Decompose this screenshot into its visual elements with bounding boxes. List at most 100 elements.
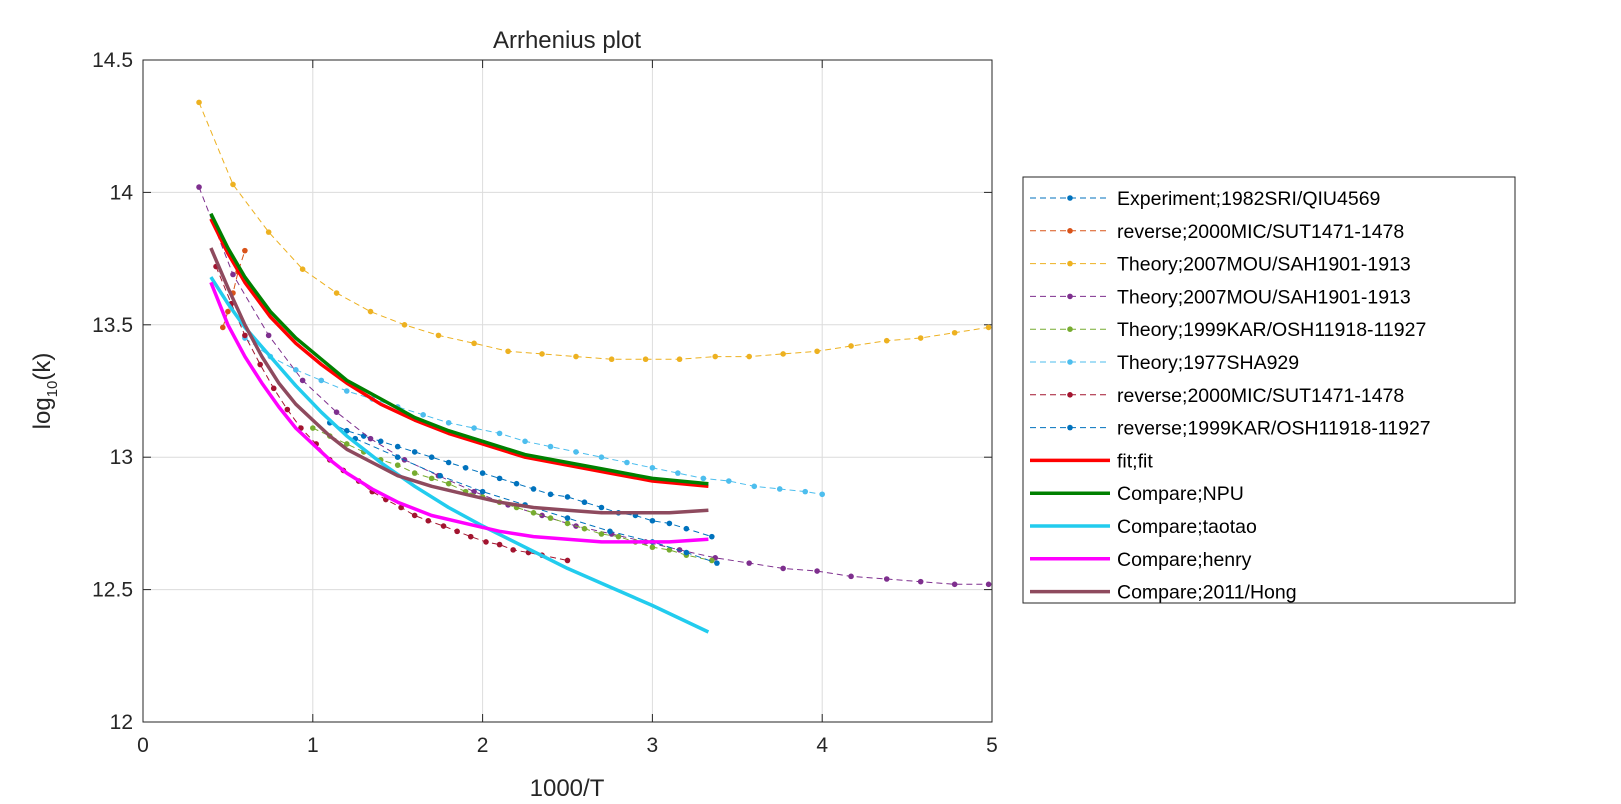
legend-label: Theory;2007MOU/SAH1901-1913 xyxy=(1117,254,1411,276)
data-point xyxy=(257,361,263,368)
series-3 xyxy=(196,99,992,363)
data-point xyxy=(220,324,226,331)
data-point xyxy=(951,329,958,336)
data-point xyxy=(712,353,719,360)
data-point xyxy=(462,464,469,471)
data-point xyxy=(333,409,340,415)
legend-marker xyxy=(1067,424,1073,431)
data-point xyxy=(196,99,202,106)
data-point xyxy=(265,332,272,339)
series-line xyxy=(209,218,709,489)
y-tick-label: 12.5 xyxy=(92,579,133,602)
data-point xyxy=(726,478,732,484)
data-point xyxy=(676,356,683,363)
legend-label: Theory;1977SHA929 xyxy=(1117,352,1299,374)
data-point xyxy=(666,547,673,553)
data-point xyxy=(428,475,435,482)
legend-label: Experiment;1982SRI/QIU4569 xyxy=(1117,188,1380,210)
data-point xyxy=(780,351,786,357)
svg-text:log10(k): log10(k) xyxy=(29,353,61,430)
data-point xyxy=(445,480,452,487)
data-point xyxy=(814,348,820,355)
x-tick-label: 1 xyxy=(307,734,319,757)
data-point xyxy=(581,525,588,532)
data-point xyxy=(398,504,404,511)
legend-item: Compare;2011/Hong xyxy=(1030,582,1297,604)
data-point xyxy=(367,308,374,315)
legend-label: reverse;2000MIC/SUT1471-1478 xyxy=(1117,221,1404,243)
legend-marker xyxy=(1067,195,1073,201)
legend-label: Theory;1999KAR/OSH11918-11927 xyxy=(1117,319,1426,341)
data-point xyxy=(666,520,673,527)
data-point xyxy=(401,322,408,328)
data-point xyxy=(425,517,432,524)
y-tick-label: 14.5 xyxy=(92,49,133,72)
legend-item: Theory;2007MOU/SAH1901-1913 xyxy=(1030,254,1411,276)
data-point xyxy=(242,247,248,254)
legend: Experiment;1982SRI/QIU4569 reverse;2000MI… xyxy=(1022,176,1516,604)
data-point xyxy=(437,472,443,479)
data-point xyxy=(917,335,924,341)
data-point xyxy=(530,510,537,516)
data-point xyxy=(394,443,401,450)
series-line xyxy=(209,212,709,486)
series-13 xyxy=(209,247,709,515)
y-axis-label-subscript: 10 xyxy=(44,381,61,398)
data-point xyxy=(411,470,418,476)
series-line xyxy=(209,247,709,515)
legend-marker xyxy=(1067,260,1073,267)
data-point xyxy=(467,533,474,540)
legend-item: Compare;taotao xyxy=(1030,516,1257,538)
legend-label: reverse;2000MIC/SUT1471-1478 xyxy=(1117,385,1404,407)
legend-marker xyxy=(1067,392,1073,398)
data-point xyxy=(367,435,374,442)
data-point xyxy=(624,459,630,466)
series-line xyxy=(355,438,718,564)
data-point xyxy=(505,348,511,355)
data-point xyxy=(564,520,571,527)
data-point xyxy=(649,464,656,471)
data-point xyxy=(343,427,350,434)
data-point xyxy=(564,515,571,521)
data-point xyxy=(513,480,520,487)
data-point xyxy=(951,581,958,588)
legend-item: reverse;2000MIC/SUT1471-1478 xyxy=(1030,385,1404,407)
data-point xyxy=(360,433,367,439)
data-point xyxy=(230,271,236,278)
data-point xyxy=(196,184,202,190)
data-point xyxy=(917,578,924,585)
y-axis-label-rest: (k) xyxy=(29,353,56,381)
data-point xyxy=(649,517,656,524)
data-point xyxy=(471,488,477,495)
legend-marker xyxy=(1067,293,1073,300)
data-point xyxy=(479,488,486,495)
series-12 xyxy=(209,281,709,544)
data-point xyxy=(299,377,306,384)
data-point xyxy=(848,343,854,349)
data-point xyxy=(539,351,545,357)
data-point xyxy=(445,459,452,466)
series-line xyxy=(209,281,709,544)
data-point xyxy=(675,470,681,476)
data-point xyxy=(394,462,401,468)
series-layer xyxy=(196,99,992,634)
data-point xyxy=(573,353,579,360)
data-point xyxy=(608,356,615,363)
legend-marker xyxy=(1067,326,1073,333)
legend-item: Experiment;1982SRI/QIU4569 xyxy=(1030,188,1380,210)
data-point xyxy=(683,525,690,532)
data-point xyxy=(746,560,752,566)
data-point xyxy=(479,470,486,476)
data-point xyxy=(714,560,720,566)
x-tick-label: 2 xyxy=(477,734,489,757)
data-point xyxy=(581,499,588,506)
data-point xyxy=(242,332,248,339)
legend-item: reverse;1999KAR/OSH11918-11927 xyxy=(1030,418,1431,440)
data-point xyxy=(496,475,503,482)
data-point xyxy=(411,449,418,455)
legend-marker xyxy=(1067,359,1073,365)
data-point xyxy=(709,557,715,564)
y-tick-label: 13.5 xyxy=(92,314,133,337)
legend-label: Compare;2011/Hong xyxy=(1117,582,1297,604)
